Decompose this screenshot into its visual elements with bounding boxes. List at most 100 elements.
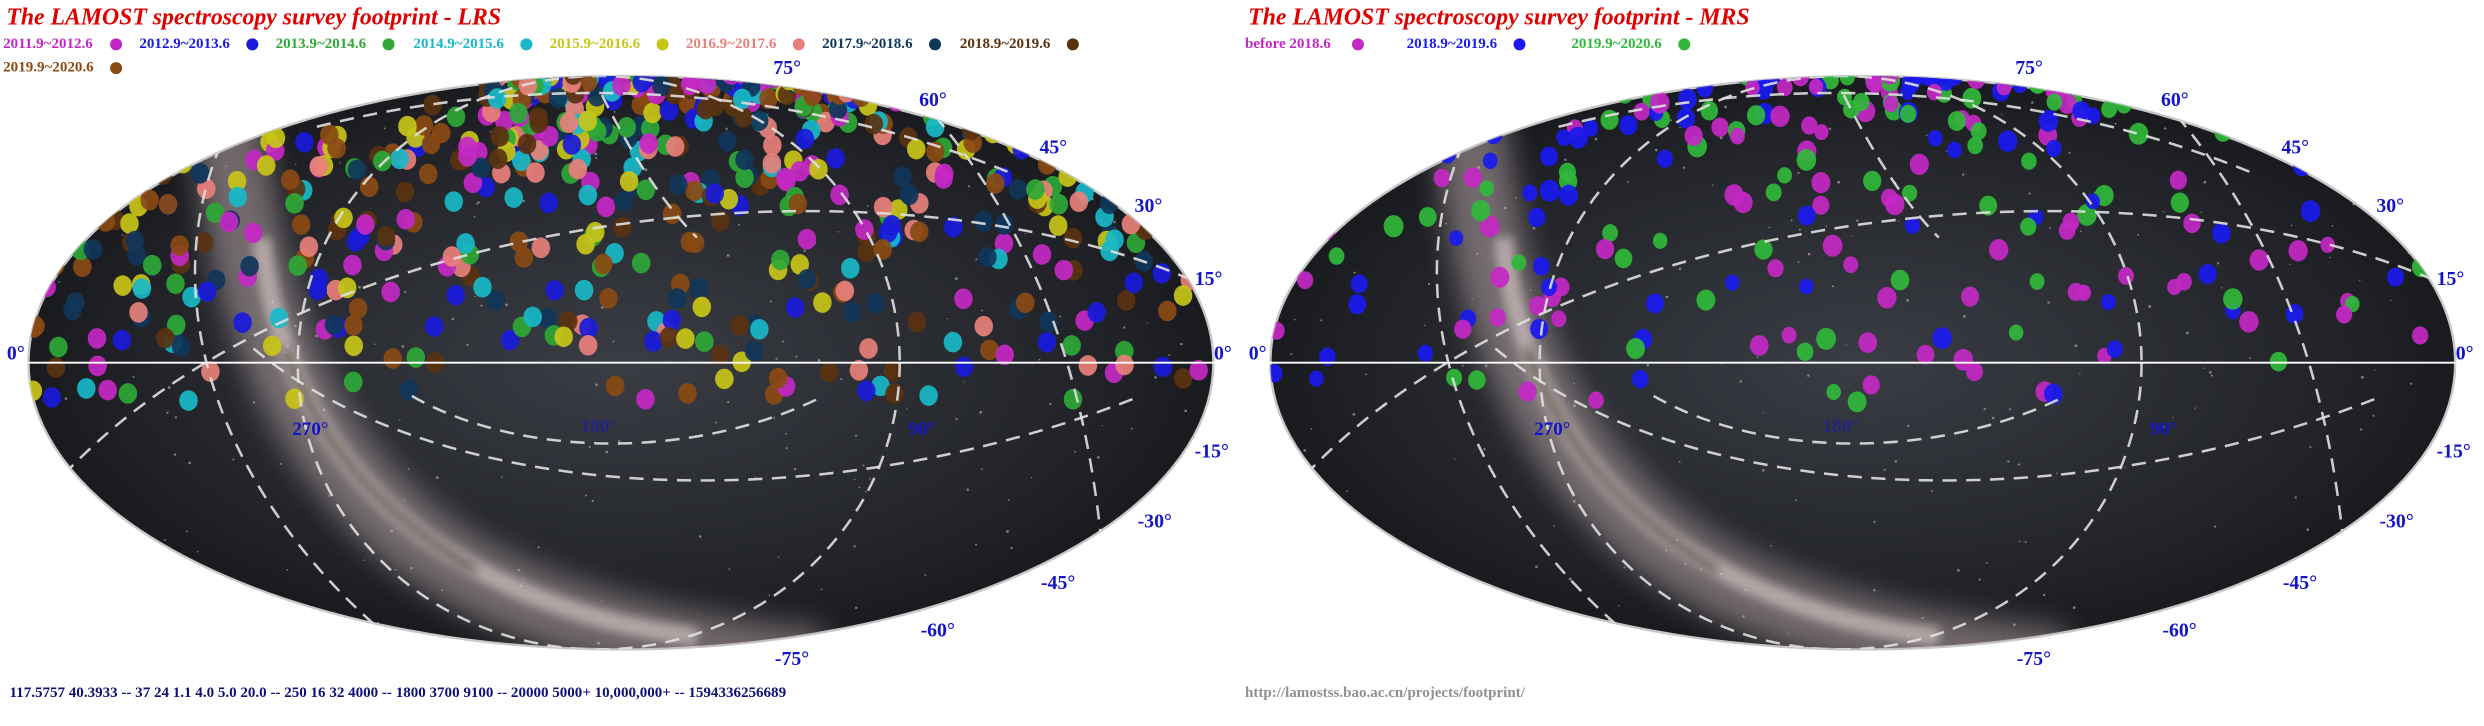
star — [1122, 81, 1126, 85]
footprint-plate — [907, 138, 926, 160]
star — [167, 386, 171, 389]
footprint-plate — [1058, 166, 1077, 187]
star — [906, 86, 910, 90]
footprint-plate — [523, 306, 542, 328]
footprint-plate — [897, 76, 917, 97]
star — [1320, 319, 1323, 322]
star — [1532, 226, 1536, 230]
star — [1461, 364, 1464, 367]
footprint-plate — [689, 277, 708, 299]
star — [1410, 569, 1414, 573]
footprint-plate — [421, 133, 441, 155]
star — [775, 357, 778, 360]
footprint-plate — [873, 239, 892, 260]
footprint-plate — [1482, 152, 1498, 170]
star — [1378, 615, 1380, 618]
footprint-plate — [1062, 335, 1081, 356]
star — [2278, 102, 2280, 104]
footprint-plate — [240, 255, 259, 277]
footprint-plate — [788, 193, 808, 215]
star — [1272, 460, 1276, 463]
footprint-plate — [1007, 121, 1026, 143]
footprint-plate — [1776, 78, 1793, 97]
footprint-plate — [344, 335, 364, 357]
footprint-plate — [28, 380, 43, 402]
footprint-plate — [2310, 141, 2331, 164]
footprint-plate — [861, 76, 880, 95]
footprint-plate — [652, 76, 671, 97]
footprint-plate — [1631, 369, 1649, 389]
star — [407, 467, 410, 470]
star — [37, 259, 41, 263]
footprint-plate — [488, 148, 508, 170]
star — [698, 535, 702, 538]
footprint-plate — [859, 338, 878, 359]
star — [279, 462, 282, 465]
star — [1483, 448, 1486, 451]
latitude-label: -75° — [775, 648, 809, 670]
latitude-label: 60° — [2161, 89, 2189, 111]
star — [853, 545, 856, 548]
footprint-plate — [803, 85, 822, 106]
footprint-plate — [1998, 130, 2018, 152]
footprint-plate — [414, 115, 434, 136]
footprint-plate — [1115, 354, 1134, 376]
star — [601, 600, 603, 603]
footprint-plate — [980, 339, 999, 361]
latitude-label: 0° — [1249, 342, 1267, 364]
footprint-plate — [129, 302, 148, 323]
grid-curve — [600, 94, 698, 239]
footprint-plate — [182, 286, 201, 308]
footprint-plate — [771, 249, 790, 271]
footprint-plate — [1014, 126, 1034, 148]
star — [2309, 445, 2312, 449]
legend-dot — [1513, 38, 1526, 51]
star — [1498, 627, 1502, 631]
footprint-plate — [1039, 311, 1058, 333]
footprint-plate — [1927, 130, 1943, 147]
star — [862, 464, 865, 467]
footprint-plate — [444, 191, 464, 212]
legend-dot — [656, 38, 669, 51]
latitude-label: 0° — [1214, 342, 1232, 364]
footprint-plate — [816, 76, 836, 86]
star — [174, 416, 178, 419]
star — [2047, 301, 2050, 304]
star — [188, 461, 192, 465]
star — [390, 529, 393, 533]
star — [853, 478, 856, 481]
footprint-plate — [568, 158, 588, 180]
star — [595, 383, 598, 386]
star — [644, 168, 648, 172]
footprint-plate — [1765, 183, 1782, 202]
star — [2293, 105, 2296, 108]
star — [2074, 344, 2078, 348]
star — [58, 280, 60, 283]
star — [854, 606, 858, 610]
star — [910, 89, 913, 92]
footprint-plate — [2085, 193, 2101, 210]
footprint-plate — [944, 216, 963, 238]
footprint-plate — [1189, 359, 1208, 381]
star — [1024, 233, 1026, 235]
footprint-plate — [2021, 152, 2037, 170]
star — [1146, 322, 1148, 324]
footprint-plate — [864, 113, 884, 135]
footprint-plate — [2076, 284, 2092, 301]
footprint-plate — [907, 311, 927, 333]
star — [2322, 571, 2326, 574]
star — [840, 378, 843, 381]
star — [715, 421, 718, 424]
star — [1060, 559, 1062, 561]
star — [451, 317, 455, 321]
star — [1424, 324, 1426, 327]
footprint-plate — [2183, 213, 2201, 234]
footprint-plate — [803, 76, 823, 87]
star — [1445, 222, 1447, 225]
star — [64, 625, 67, 628]
footprint-plate — [463, 172, 483, 194]
star — [1837, 180, 1841, 184]
star — [489, 130, 492, 133]
star — [1074, 450, 1077, 453]
star — [38, 251, 41, 254]
